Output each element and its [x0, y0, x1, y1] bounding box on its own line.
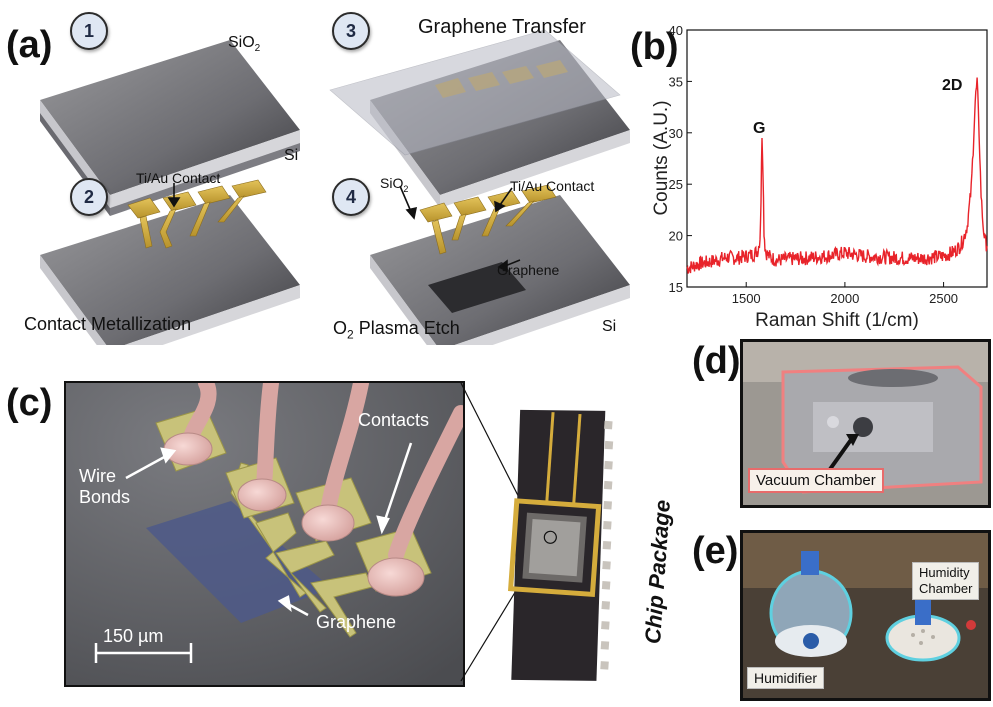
chip-package — [507, 409, 614, 681]
y-tick-label: 15 — [669, 280, 683, 295]
y-tick-label: 35 — [669, 74, 683, 89]
graphene-strip — [146, 501, 331, 623]
step-3-badge: 3 — [332, 12, 370, 50]
x-tick-label: 2500 — [929, 291, 958, 306]
humidity-chamber-tag: Humidity Chamber — [912, 562, 980, 600]
plot-frame — [686, 29, 988, 288]
y-axis-label: Counts (A.U.) — [651, 100, 672, 215]
panel-e-label: (e) — [692, 530, 739, 572]
raman-series-line — [686, 77, 988, 274]
step-4-badge: 4 — [332, 178, 370, 216]
chip-package-label: Chip Package — [640, 499, 676, 645]
o2-text: O — [333, 318, 348, 338]
peak-2d-label: 2D — [942, 77, 962, 94]
si-label-step1: Si — [284, 147, 299, 164]
sio2-subscript: 2 — [403, 183, 409, 194]
step-2-badge: 2 — [70, 178, 108, 216]
sem-image — [66, 383, 463, 685]
wire-bonds-label: Wire Bonds — [79, 466, 131, 507]
panel-c-label: (c) — [6, 382, 53, 424]
graphene-label-step4: Graphene — [497, 262, 560, 278]
humidifier-tag: Humidifier — [747, 667, 825, 689]
substrate-step1 — [40, 40, 300, 216]
o2-plasma-etch-caption: O2 Plasma Etch — [333, 318, 460, 342]
y-tick-label: 30 — [669, 126, 683, 141]
ti-au-contact-label-step4: Ti/Au Contact — [510, 178, 595, 194]
sio2-text: SiO — [228, 34, 255, 51]
sio2-text: SiO — [380, 175, 404, 191]
substrate-step3 — [329, 29, 630, 208]
y-tick-label: 25 — [669, 177, 683, 192]
si-label-step4: Si — [602, 318, 617, 335]
ti-au-contact-label-step2: Ti/Au Contact — [136, 170, 221, 186]
substrate-step2 — [40, 179, 300, 345]
peak-g-label: G — [753, 120, 765, 137]
y-tick-label: 40 — [669, 23, 683, 38]
sio2-label-step4: SiO2 — [380, 175, 408, 194]
raman-spectrum-chart: 1500 2000 2500 15 20 25 30 35 40 G 2D Raman Shif… — [651, 23, 988, 331]
x-axis-label: Raman Shift (1/cm) — [755, 310, 919, 331]
substrate-step4 — [370, 184, 630, 345]
panel-d-label: (d) — [692, 340, 741, 382]
graphene-label-sem: Graphene — [316, 612, 397, 632]
sio2-label-step1: SiO2 — [228, 34, 260, 54]
panel-a-schematic — [40, 29, 630, 345]
x-tick-label: 2000 — [830, 291, 859, 306]
sem-micrograph — [64, 381, 465, 687]
y-tick-label: 20 — [669, 229, 683, 244]
contacts-label: Contacts — [358, 410, 430, 430]
vacuum-chamber-tag: Vacuum Chamber — [748, 468, 884, 493]
x-tick-label: 1500 — [732, 291, 761, 306]
sio2-subscript: 2 — [254, 43, 261, 55]
plasma-etch-text: Plasma Etch — [353, 318, 460, 338]
panel-b-label: (b) — [630, 26, 679, 68]
step-1-badge: 1 — [70, 12, 108, 50]
panel-a-label: (a) — [6, 24, 53, 66]
graphene-transfer-caption: Graphene Transfer — [418, 16, 586, 38]
contact-metallization-caption: Contact Metallization — [24, 314, 192, 334]
scale-bar-label: 150 µm — [103, 626, 164, 646]
o2-subscript: 2 — [347, 327, 354, 342]
